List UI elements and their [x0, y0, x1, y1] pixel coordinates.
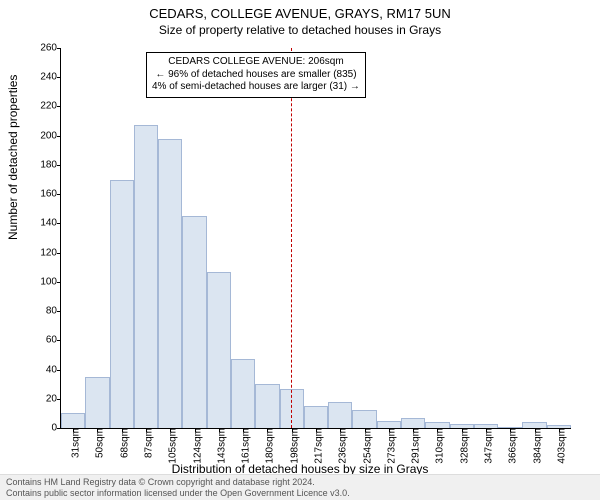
x-tick-label: 273sqm [384, 428, 397, 464]
x-tick-label: 236sqm [336, 428, 349, 464]
y-tick [57, 370, 61, 371]
histogram-bar [85, 377, 109, 428]
histogram-bar [377, 421, 401, 428]
x-tick-label: 50sqm [93, 428, 106, 458]
histogram-bar [304, 406, 328, 428]
x-tick-label: 310sqm [433, 428, 446, 464]
annotation-line-1: CEDARS COLLEGE AVENUE: 206sqm [152, 56, 360, 69]
footer-line2: Contains public sector information licen… [6, 488, 594, 498]
annotation-box: CEDARS COLLEGE AVENUE: 206sqm← 96% of de… [146, 52, 366, 98]
histogram-bar [134, 125, 158, 428]
histogram-bar [158, 139, 182, 428]
x-tick-label: 403sqm [554, 428, 567, 464]
x-tick-label: 143sqm [214, 428, 227, 464]
y-tick [57, 106, 61, 107]
footer-line1: Contains HM Land Registry data © Crown c… [6, 477, 594, 487]
y-tick [57, 282, 61, 283]
x-tick-label: 347sqm [482, 428, 495, 464]
histogram-bar [110, 180, 134, 428]
y-tick [57, 194, 61, 195]
chart-title: CEDARS, COLLEGE AVENUE, GRAYS, RM17 5UN [0, 0, 600, 21]
chart-container: CEDARS, COLLEGE AVENUE, GRAYS, RM17 5UN … [0, 0, 600, 500]
y-tick [57, 165, 61, 166]
x-tick-label: 105sqm [166, 428, 179, 464]
y-tick [57, 428, 61, 429]
histogram-bar [280, 389, 304, 428]
x-tick-label: 87sqm [142, 428, 155, 458]
x-tick-label: 198sqm [287, 428, 300, 464]
y-tick [57, 136, 61, 137]
chart-subtitle: Size of property relative to detached ho… [0, 21, 600, 37]
histogram-bar [61, 413, 85, 428]
y-tick [57, 340, 61, 341]
y-tick [57, 399, 61, 400]
reference-line [291, 48, 292, 428]
x-tick-label: 161sqm [239, 428, 252, 464]
histogram-bar [231, 359, 255, 428]
x-tick-label: 254sqm [360, 428, 373, 464]
y-tick [57, 77, 61, 78]
histogram-bar [182, 216, 206, 428]
x-tick-label: 366sqm [506, 428, 519, 464]
annotation-line-3: 4% of semi-detached houses are larger (3… [152, 81, 360, 94]
x-tick-label: 384sqm [530, 428, 543, 464]
x-tick-label: 291sqm [409, 428, 422, 464]
y-tick [57, 253, 61, 254]
histogram-bar [255, 384, 279, 428]
y-axis-label: Number of detached properties [6, 75, 20, 240]
x-tick-label: 68sqm [117, 428, 130, 458]
histogram-bar [352, 410, 376, 428]
histogram-bar [207, 272, 231, 428]
x-tick-label: 31sqm [69, 428, 82, 458]
plot-area: 02040608010012014016018020022024026031sq… [60, 48, 571, 429]
x-tick-label: 180sqm [263, 428, 276, 464]
x-tick-label: 217sqm [312, 428, 325, 464]
x-tick-label: 328sqm [457, 428, 470, 464]
y-tick [57, 223, 61, 224]
histogram-bar [328, 402, 352, 428]
annotation-line-2: ← 96% of detached houses are smaller (83… [152, 69, 360, 82]
y-tick [57, 48, 61, 49]
x-tick-label: 124sqm [190, 428, 203, 464]
footer: Contains HM Land Registry data © Crown c… [0, 474, 600, 500]
y-tick [57, 311, 61, 312]
histogram-bar [401, 418, 425, 428]
